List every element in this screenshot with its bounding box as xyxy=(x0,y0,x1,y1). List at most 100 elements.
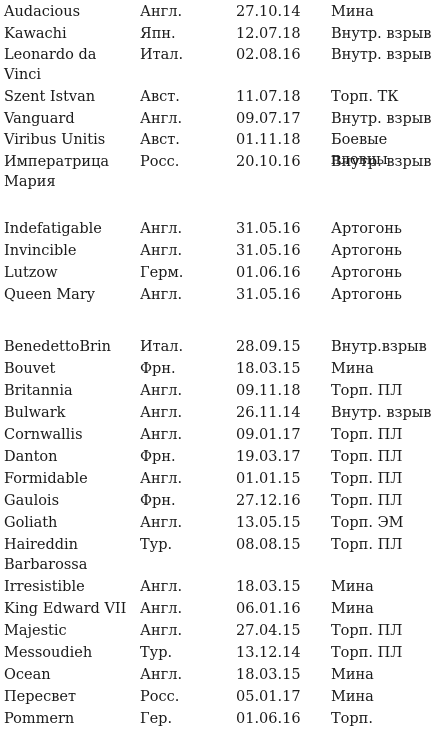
loss-cause: Торп. ТК xyxy=(331,89,399,105)
loss-cause: Артогонь xyxy=(331,243,402,259)
loss-cause: Торп. xyxy=(331,711,373,727)
ship-country: Англ. xyxy=(140,601,183,617)
loss-date: 09.01.17 xyxy=(236,427,301,443)
loss-date: 31.05.16 xyxy=(236,243,301,259)
loss-date: 27.04.15 xyxy=(236,623,301,639)
loss-cause: Торп. ЭМ xyxy=(331,515,404,531)
ship-country: Англ. xyxy=(140,243,183,259)
table-row: Goliath Англ. 13.05.15 Торп. ЭМ xyxy=(4,513,444,533)
table-row: Majestic Англ. 27.04.15 Торп. ПЛ xyxy=(4,621,444,641)
table-row: Pommern Гер. 01.06.16 Торп. xyxy=(4,709,444,729)
loss-cause: Внутр.взрыв xyxy=(331,339,427,355)
table-row: Haireddin Barbarossa Тур. 08.08.15 Торп.… xyxy=(4,535,444,575)
loss-date: 05.01.17 xyxy=(236,689,301,705)
ship-country: Англ. xyxy=(140,427,183,443)
loss-date: 28.09.15 xyxy=(236,339,301,355)
ship-country: Англ. xyxy=(140,623,183,639)
ship-country: Авст. xyxy=(140,132,180,148)
table-row: Kawachi Япн. 12.07.18 Внутр. взрыв xyxy=(4,24,444,44)
loss-cause: Внутр. взрыв xyxy=(331,154,432,170)
ship-country: Фрн. xyxy=(140,493,176,509)
ship-name: Invincible xyxy=(4,243,77,259)
ship-name: Goliath xyxy=(4,515,58,531)
loss-cause: Артогонь xyxy=(331,265,402,281)
loss-cause: Торп. ПЛ xyxy=(331,537,403,553)
loss-date: 06.01.16 xyxy=(236,601,301,617)
ship-name: Indefatigable xyxy=(4,221,102,237)
ship-country: Англ. xyxy=(140,4,183,20)
ship-name: BenedettoBrin xyxy=(4,339,111,355)
ship-country: Авст. xyxy=(140,89,180,105)
ship-name: Kawachi xyxy=(4,26,67,42)
loss-date: 18.03.15 xyxy=(236,579,301,595)
ship-country: Англ. xyxy=(140,383,183,399)
loss-cause: Мина xyxy=(331,689,374,705)
ship-country: Герм. xyxy=(140,265,184,281)
ship-name: Irresistible xyxy=(4,579,85,595)
ship-name: Bulwark xyxy=(4,405,66,421)
loss-date: 12.07.18 xyxy=(236,26,301,42)
ship-name: Viribus Unitis xyxy=(4,132,106,148)
table-row: Bouvet Фрн. 18.03.15 Мина xyxy=(4,359,444,379)
ship-name: Szent Istvan xyxy=(4,89,96,105)
ship-country: Тур. xyxy=(140,645,173,661)
table-row: Indefatigable Англ. 31.05.16 Артогонь xyxy=(4,219,444,239)
ship-name: Leonardo da Vinci xyxy=(4,47,97,83)
ship-name: Пересвет xyxy=(4,689,76,705)
ship-country: Англ. xyxy=(140,471,183,487)
table-row: Invincible Англ. 31.05.16 Артогонь xyxy=(4,241,444,261)
table-row: Formidable Англ. 01.01.15 Торп. ПЛ xyxy=(4,469,444,489)
table-row: Messoudieh Тур. 13.12.14 Торп. ПЛ xyxy=(4,643,444,663)
ship-country: Гер. xyxy=(140,711,173,727)
ship-country: Итал. xyxy=(140,47,184,63)
ship-country: Англ. xyxy=(140,287,183,303)
ship-name: Gaulois xyxy=(4,493,60,509)
loss-date: 01.11.18 xyxy=(236,132,301,148)
loss-cause: Торп. ПЛ xyxy=(331,645,403,661)
loss-cause: Внутр. взрыв xyxy=(331,405,432,421)
table-row: Britannia Англ. 09.11.18 Торп. ПЛ xyxy=(4,381,444,401)
loss-date: 20.10.16 xyxy=(236,154,301,170)
loss-cause: Внутр. взрыв xyxy=(331,111,432,127)
loss-date: 18.03.15 xyxy=(236,361,301,377)
loss-cause: Мина xyxy=(331,667,374,683)
table-row: Ocean Англ. 18.03.15 Мина xyxy=(4,665,444,685)
ship-name: Majestic xyxy=(4,623,67,639)
loss-cause: Торп. ПЛ xyxy=(331,427,403,443)
ship-name: Pommern xyxy=(4,711,75,727)
loss-date: 31.05.16 xyxy=(236,221,301,237)
loss-date: 02.08.16 xyxy=(236,47,301,63)
loss-cause: Внутр. взрыв xyxy=(331,26,432,42)
table-row: Viribus Unitis Авст. 01.11.18 Боевые пло… xyxy=(4,130,444,168)
table-row: Gaulois Фрн. 27.12.16 Торп. ПЛ xyxy=(4,491,444,511)
loss-date: 01.06.16 xyxy=(236,711,301,727)
table-row: Императрица Мария Росс. 20.10.16 Внутр. … xyxy=(4,152,444,192)
ship-name: Cornwallis xyxy=(4,427,83,443)
loss-cause: Артогонь xyxy=(331,221,402,237)
loss-cause: Мина xyxy=(331,601,374,617)
loss-date: 27.10.14 xyxy=(236,4,301,20)
loss-date: 13.12.14 xyxy=(236,645,301,661)
ship-country: Итал. xyxy=(140,339,184,355)
ship-name: Vanguard xyxy=(4,111,75,127)
loss-cause: Торп. ПЛ xyxy=(331,471,403,487)
ship-name: King Edward VII xyxy=(4,601,127,617)
table-row: Irresistible Англ. 18.03.15 Мина xyxy=(4,577,444,597)
ship-country: Япн. xyxy=(140,26,176,42)
table-row: Bulwark Англ. 26.11.14 Внутр. взрыв xyxy=(4,403,444,423)
table-row: Danton Фрн. 19.03.17 Торп. ПЛ xyxy=(4,447,444,467)
table-row: Lutzow Герм. 01.06.16 Артогонь xyxy=(4,263,444,283)
ship-country: Фрн. xyxy=(140,449,176,465)
loss-date: 11.07.18 xyxy=(236,89,301,105)
loss-date: 08.08.15 xyxy=(236,537,301,553)
ship-country: Англ. xyxy=(140,515,183,531)
ship-name: Messoudieh xyxy=(4,645,93,661)
table-row: Vanguard Англ. 09.07.17 Внутр. взрыв xyxy=(4,109,444,129)
ship-name: Lutzow xyxy=(4,265,58,281)
table-row: Queen Mary Англ. 31.05.16 Артогонь xyxy=(4,285,444,305)
loss-date: 27.12.16 xyxy=(236,493,301,509)
ship-name: Audacious xyxy=(4,4,81,20)
ship-country: Англ. xyxy=(140,579,183,595)
loss-date: 09.07.17 xyxy=(236,111,301,127)
ship-name: Britannia xyxy=(4,383,73,399)
